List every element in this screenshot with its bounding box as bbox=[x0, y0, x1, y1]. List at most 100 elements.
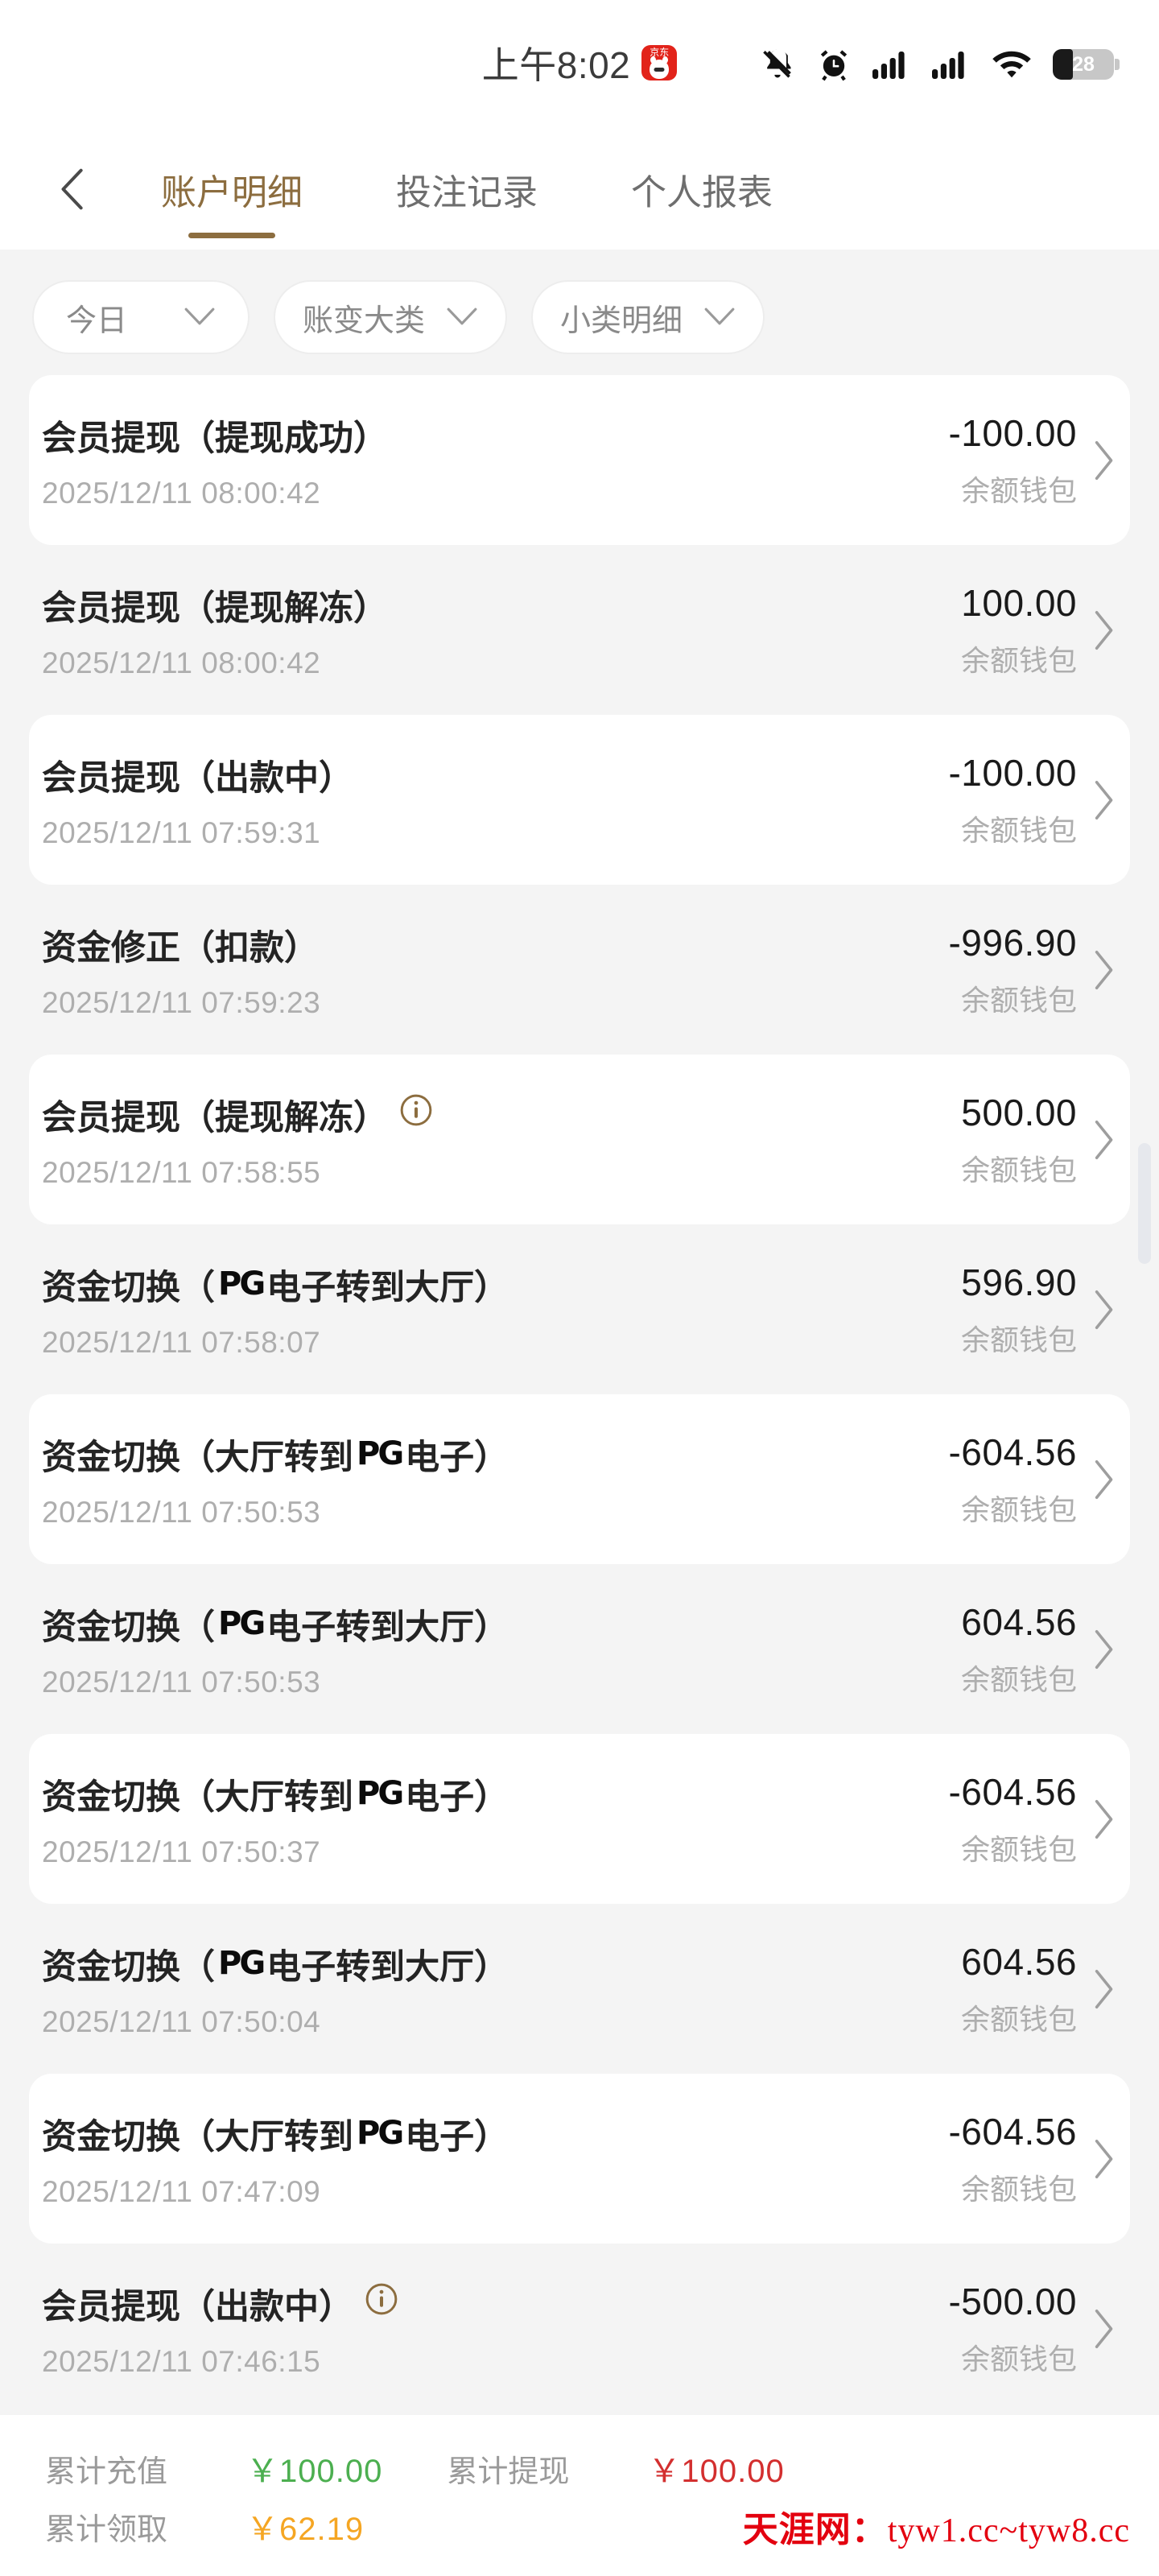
status-bar: 上午8:02 京东 bbox=[0, 0, 1159, 129]
transaction-timestamp: 2025/12/11 07:50:04 bbox=[42, 2004, 321, 2038]
pg-logo-icon: PG bbox=[357, 1774, 404, 1812]
transaction-row-right: -604.56 余额钱包 bbox=[948, 2110, 1117, 2208]
filter-bar: 今日 账变大类 小类明细 bbox=[0, 250, 1159, 375]
transaction-amount: -996.90 bbox=[948, 921, 1077, 964]
transaction-title-text-suffix: 电子） bbox=[405, 2117, 509, 2157]
transaction-row-content: 资金切换（大厅转到 PG 电子） 2025/12/11 07:50:37 -604.56… bbox=[42, 1769, 1117, 1869]
wifi-icon bbox=[992, 51, 1031, 78]
chevron-right-icon bbox=[1093, 1798, 1117, 1840]
transaction-row-card bbox=[29, 715, 1130, 885]
transaction-title-text: 资金切换（大厅转到 bbox=[42, 1777, 353, 1817]
transaction-title-text: 资金修正（扣款） bbox=[42, 928, 319, 968]
tab-personal-report[interactable]: 个人报表 bbox=[631, 173, 773, 213]
transaction-row-card bbox=[29, 1394, 1130, 1564]
transaction-wallet: 余额钱包 bbox=[960, 473, 1077, 507]
transaction-row-card bbox=[29, 2074, 1130, 2244]
info-icon[interactable] bbox=[365, 2282, 398, 2325]
transaction-timestamp: 2025/12/11 07:46:15 bbox=[42, 2344, 321, 2378]
transaction-row-left: 资金切换（ PG 电子转到大厅） 2025/12/11 07:50:53 bbox=[42, 1600, 509, 1699]
transaction-title: 会员提现（出款中） bbox=[42, 2279, 398, 2329]
filter-subcategory[interactable]: 小类明细 bbox=[531, 280, 765, 354]
transaction-wallet: 余额钱包 bbox=[960, 1492, 1077, 1526]
transaction-title-text-suffix: 电子转到大厅） bbox=[266, 1947, 509, 1987]
transaction-row-content: 资金修正（扣款） 2025/12/11 07:59:23 -996.90 余额钱包 bbox=[42, 920, 1117, 1020]
transaction-row[interactable]: 资金切换（ PG 电子转到大厅） 2025/12/11 07:50:53 604.56 余… bbox=[0, 1564, 1159, 1734]
transaction-row[interactable]: 资金切换（ PG 电子转到大厅） 2025/12/11 07:50:04 604.56 余… bbox=[0, 1904, 1159, 2074]
transaction-row-content: 会员提现（提现解冻） 2025/12/11 08:00:42 100.00 余额钱包 bbox=[42, 580, 1117, 680]
transaction-row-left: 资金切换（大厅转到 PG 电子） 2025/12/11 07:50:53 bbox=[42, 1430, 509, 1530]
transaction-row[interactable]: 资金修正（扣款） 2025/12/11 07:59:23 -996.90 余额钱包 bbox=[0, 885, 1159, 1055]
battery-fill bbox=[1053, 49, 1074, 80]
chevron-right-icon bbox=[1093, 609, 1117, 651]
transaction-list[interactable]: 会员提现（提现成功） 2025/12/11 08:00:42 -100.00 余额钱包… bbox=[0, 375, 1159, 2413]
transaction-title-text-suffix: 电子转到大厅） bbox=[266, 1608, 509, 1647]
transaction-row-left: 资金切换（ PG 电子转到大厅） 2025/12/11 07:50:04 bbox=[42, 1939, 509, 2039]
chevron-right-icon bbox=[1093, 1289, 1117, 1331]
transaction-row[interactable]: 资金切换（ PG 电子转到大厅） 2025/12/11 07:58:07 596.90 余… bbox=[0, 1224, 1159, 1394]
transaction-row-right: -500.00 余额钱包 bbox=[948, 2280, 1117, 2378]
transaction-row[interactable]: 资金切换（大厅转到 PG 电子） 2025/12/11 07:47:09 -604.56… bbox=[0, 2074, 1159, 2244]
transaction-wallet: 余额钱包 bbox=[960, 643, 1077, 677]
transaction-title-text: 会员提现（提现解冻） bbox=[42, 588, 388, 628]
transaction-title-text-suffix: 电子转到大厅） bbox=[266, 1268, 509, 1307]
transaction-row-content: 会员提现（提现解冻） 2025/12/11 07:58:55 500.00 余额钱包 bbox=[42, 1090, 1117, 1190]
transaction-title: 资金切换（ PG 电子转到大厅） bbox=[42, 1600, 509, 1649]
transaction-row[interactable]: 会员提现（提现解冻） 2025/12/11 07:58:55 500.00 余额钱包 bbox=[0, 1055, 1159, 1224]
transaction-amount: -604.56 bbox=[948, 1770, 1077, 1813]
header-tab-bar: 账户明细 投注记录 个人报表 bbox=[0, 129, 1159, 250]
tab-bet-records[interactable]: 投注记录 bbox=[396, 173, 538, 213]
transaction-row-left: 资金切换（大厅转到 PG 电子） 2025/12/11 07:50:37 bbox=[42, 1769, 509, 1869]
transaction-row-right: 500.00 余额钱包 bbox=[961, 1091, 1117, 1189]
jd-dog-nose-shape bbox=[654, 68, 665, 72]
transaction-title: 会员提现（出款中） bbox=[42, 750, 353, 800]
scrollbar-thumb[interactable] bbox=[1138, 1143, 1151, 1264]
transaction-row[interactable]: 资金切换（大厅转到 PG 电子） 2025/12/11 07:50:37 -604.56… bbox=[0, 1734, 1159, 1904]
filter-category-label: 账变大类 bbox=[303, 303, 426, 338]
transaction-amount: 604.56 bbox=[961, 1600, 1077, 1643]
status-bar-icons: 28 bbox=[760, 47, 1114, 82]
transaction-row-left: 会员提现（出款中） 2025/12/11 07:59:31 bbox=[42, 750, 353, 850]
transaction-timestamp: 2025/12/11 07:58:07 bbox=[42, 1325, 321, 1359]
transaction-row-content: 会员提现（出款中） 2025/12/11 07:46:15 -500.00 余额钱包 bbox=[42, 2279, 1117, 2379]
transaction-row-right: -604.56 余额钱包 bbox=[948, 1770, 1117, 1868]
jd-app-icon-label: 京东 bbox=[650, 47, 670, 58]
filter-subcategory-label: 小类明细 bbox=[560, 303, 683, 338]
watermark: 天涯网： tyw1.cc~tyw8.cc bbox=[743, 2500, 1130, 2552]
transaction-title-text: 资金切换（大厅转到 bbox=[42, 2117, 353, 2157]
transaction-row[interactable]: 会员提现（提现解冻） 2025/12/11 08:00:42 100.00 余额钱包 bbox=[0, 545, 1159, 715]
transaction-row[interactable]: 资金切换（大厅转到 PG 电子） 2025/12/11 07:50:53 -604.56… bbox=[0, 1394, 1159, 1564]
chevron-right-icon bbox=[1093, 1459, 1117, 1501]
signal-bars-icon bbox=[872, 52, 905, 79]
chevron-down-icon bbox=[447, 308, 477, 325]
filter-date-range[interactable]: 今日 bbox=[32, 280, 250, 354]
transaction-row-content: 会员提现（出款中） 2025/12/11 07:59:31 -100.00 余额钱包 bbox=[42, 750, 1117, 850]
transaction-title-text: 资金切换（ bbox=[42, 1608, 215, 1647]
transaction-row-right: 100.00 余额钱包 bbox=[961, 581, 1117, 679]
tab-account-details[interactable]: 账户明细 bbox=[114, 129, 349, 250]
filter-category[interactable]: 账变大类 bbox=[274, 280, 508, 354]
transaction-amount: 500.00 bbox=[961, 1091, 1077, 1133]
transaction-row-left: 会员提现（提现解冻） 2025/12/11 07:58:55 bbox=[42, 1090, 433, 1190]
transaction-amount: -604.56 bbox=[948, 1430, 1077, 1473]
info-icon[interactable] bbox=[399, 1093, 433, 1136]
transaction-row-right: 596.90 余额钱包 bbox=[961, 1261, 1117, 1359]
transaction-title: 资金切换（ PG 电子转到大厅） bbox=[42, 1939, 509, 1989]
transaction-values: 604.56 余额钱包 bbox=[961, 1940, 1077, 2038]
status-bar-time: 上午8:02 bbox=[481, 44, 631, 86]
transaction-row-content: 资金切换（ PG 电子转到大厅） 2025/12/11 07:50:53 604.56 余… bbox=[42, 1600, 1117, 1699]
tab-list: 账户明细 投注记录 个人报表 bbox=[114, 129, 819, 250]
bell-muted-icon bbox=[763, 49, 791, 78]
transaction-row-content: 资金切换（大厅转到 PG 电子） 2025/12/11 07:47:09 -604.56… bbox=[42, 2109, 1117, 2209]
transaction-wallet: 余额钱包 bbox=[960, 1323, 1077, 1356]
transaction-values: -100.00 余额钱包 bbox=[948, 751, 1077, 849]
pg-logo-icon: PG bbox=[357, 1435, 404, 1472]
summary-total-claim-value: ￥62.19 bbox=[246, 2512, 365, 2547]
chevron-right-icon bbox=[1093, 2138, 1117, 2180]
back-button[interactable] bbox=[58, 129, 114, 250]
chevron-right-icon bbox=[1093, 1968, 1117, 2010]
transaction-row[interactable]: 会员提现（出款中） 2025/12/11 07:46:15 -500.00 余额钱包 bbox=[0, 2244, 1159, 2413]
alarm-clock-icon bbox=[820, 50, 848, 81]
transaction-amount: 596.90 bbox=[961, 1261, 1077, 1303]
transaction-row[interactable]: 会员提现（出款中） 2025/12/11 07:59:31 -100.00 余额钱包 bbox=[0, 715, 1159, 885]
transaction-row[interactable]: 会员提现（提现成功） 2025/12/11 08:00:42 -100.00 余额钱包 bbox=[0, 375, 1159, 545]
